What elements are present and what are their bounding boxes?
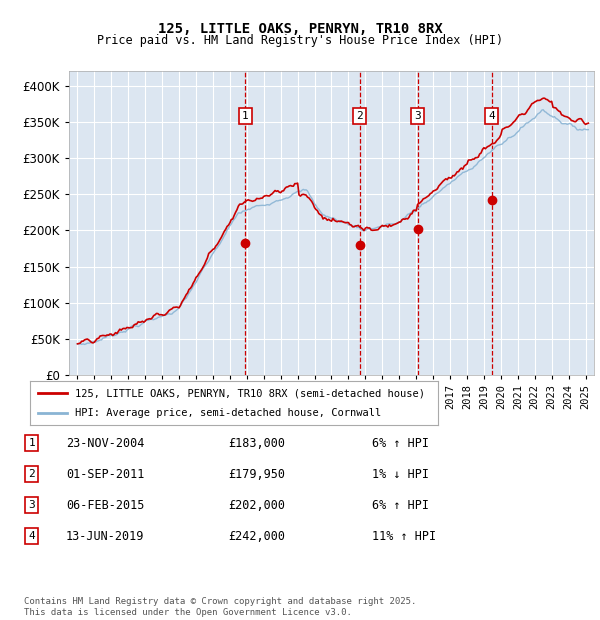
Text: 06-FEB-2015: 06-FEB-2015 — [66, 499, 145, 511]
Text: 1% ↓ HPI: 1% ↓ HPI — [372, 468, 429, 481]
Text: 2: 2 — [356, 111, 363, 121]
Text: 01-SEP-2011: 01-SEP-2011 — [66, 468, 145, 481]
Text: 2: 2 — [28, 469, 35, 479]
Text: 125, LITTLE OAKS, PENRYN, TR10 8RX: 125, LITTLE OAKS, PENRYN, TR10 8RX — [158, 22, 442, 36]
Text: £179,950: £179,950 — [228, 468, 285, 481]
Text: £183,000: £183,000 — [228, 437, 285, 450]
Text: £242,000: £242,000 — [228, 530, 285, 542]
Text: 125, LITTLE OAKS, PENRYN, TR10 8RX (semi-detached house): 125, LITTLE OAKS, PENRYN, TR10 8RX (semi… — [75, 389, 425, 399]
Text: Price paid vs. HM Land Registry's House Price Index (HPI): Price paid vs. HM Land Registry's House … — [97, 34, 503, 47]
Text: 3: 3 — [28, 500, 35, 510]
Text: Contains HM Land Registry data © Crown copyright and database right 2025.
This d: Contains HM Land Registry data © Crown c… — [24, 598, 416, 617]
Text: 13-JUN-2019: 13-JUN-2019 — [66, 530, 145, 542]
Text: 11% ↑ HPI: 11% ↑ HPI — [372, 530, 436, 542]
Text: 3: 3 — [415, 111, 421, 121]
Text: 1: 1 — [28, 438, 35, 448]
Text: £202,000: £202,000 — [228, 499, 285, 511]
Text: 4: 4 — [28, 531, 35, 541]
Text: 6% ↑ HPI: 6% ↑ HPI — [372, 499, 429, 511]
Text: 1: 1 — [242, 111, 248, 121]
Text: HPI: Average price, semi-detached house, Cornwall: HPI: Average price, semi-detached house,… — [75, 407, 381, 417]
Text: 6% ↑ HPI: 6% ↑ HPI — [372, 437, 429, 450]
Text: 4: 4 — [488, 111, 495, 121]
Text: 23-NOV-2004: 23-NOV-2004 — [66, 437, 145, 450]
